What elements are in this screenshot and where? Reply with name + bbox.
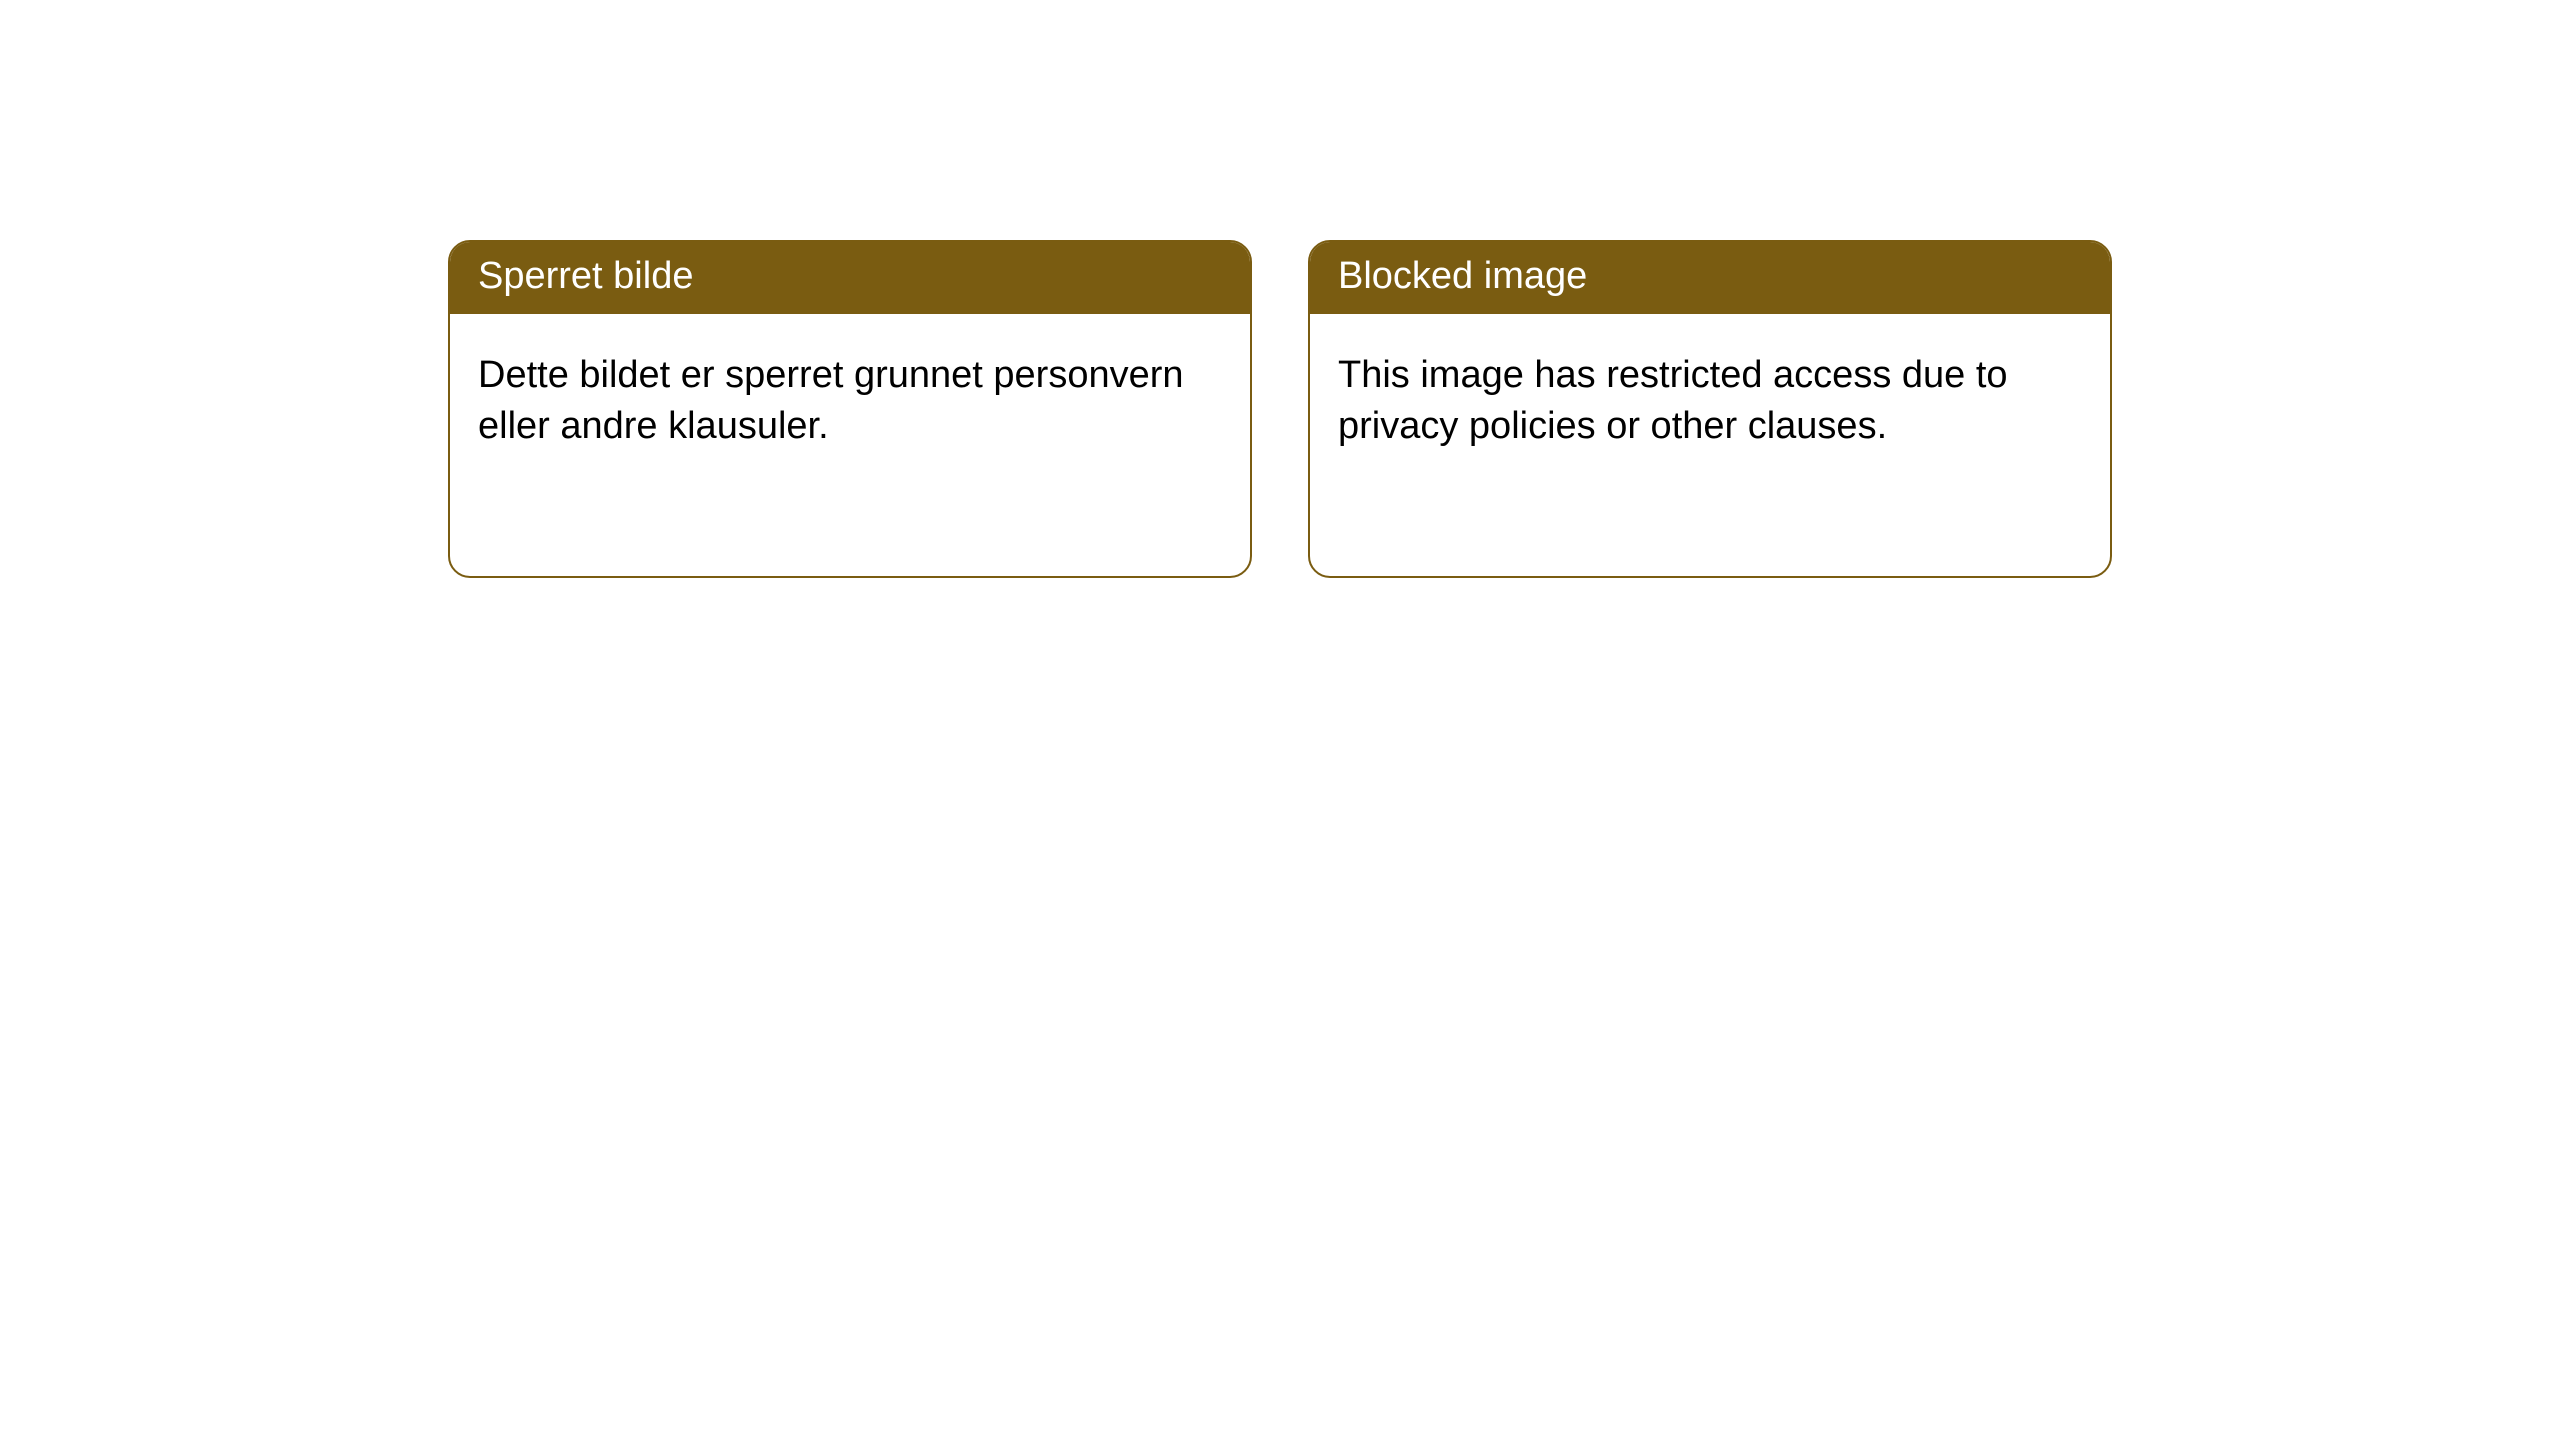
cards-container: Sperret bilde Dette bildet er sperret gr… bbox=[0, 0, 2560, 578]
card-body-en: This image has restricted access due to … bbox=[1310, 314, 2110, 489]
card-body-no: Dette bildet er sperret grunnet personve… bbox=[450, 314, 1250, 489]
card-header-en: Blocked image bbox=[1310, 242, 2110, 314]
blocked-image-card-en: Blocked image This image has restricted … bbox=[1308, 240, 2112, 578]
blocked-image-card-no: Sperret bilde Dette bildet er sperret gr… bbox=[448, 240, 1252, 578]
card-header-no: Sperret bilde bbox=[450, 242, 1250, 314]
